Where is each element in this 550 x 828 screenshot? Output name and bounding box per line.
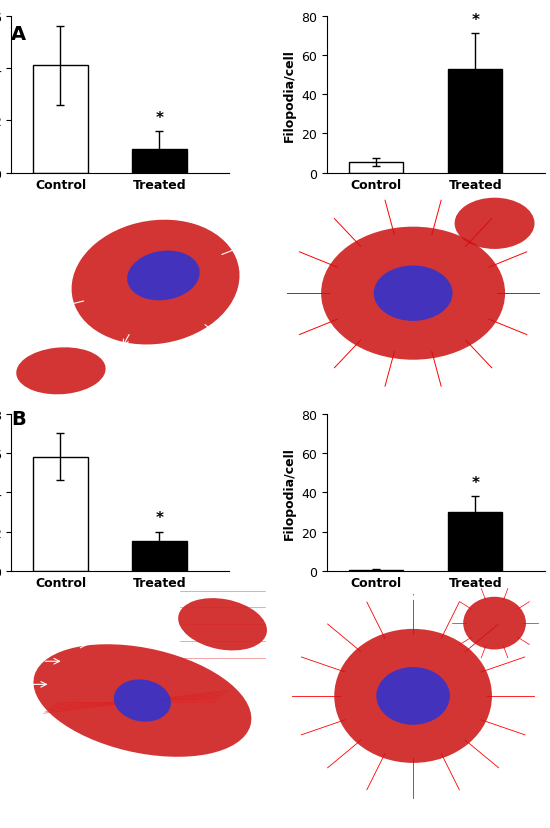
Text: Control
HCC38: Control HCC38 [19, 374, 51, 393]
Text: Control
Hs578t: Control Hs578t [19, 781, 51, 800]
Ellipse shape [376, 667, 450, 724]
Y-axis label: Filopodia/cell: Filopodia/cell [283, 49, 295, 142]
Ellipse shape [373, 266, 453, 321]
Ellipse shape [34, 644, 251, 757]
Bar [33, 66, 87, 174]
Bar [349, 162, 404, 174]
Text: *: * [156, 110, 163, 125]
Text: B: B [11, 410, 26, 429]
Text: Treated
Hs578t: Treated Hs578t [290, 781, 323, 800]
Text: A: A [11, 25, 26, 44]
Ellipse shape [127, 251, 200, 301]
Ellipse shape [72, 220, 240, 345]
Bar [33, 457, 87, 571]
Bar [448, 70, 503, 174]
Ellipse shape [114, 680, 171, 722]
Text: H: H [184, 800, 190, 806]
Bar [448, 513, 503, 571]
Text: *: * [471, 475, 479, 490]
Text: *: * [156, 511, 163, 526]
Text: *: * [471, 13, 479, 28]
Bar [132, 542, 186, 571]
Text: 5 μm: 5 μm [459, 800, 477, 806]
Text: 5 μm: 5 μm [170, 375, 188, 381]
Text: 5 μm: 5 μm [459, 375, 477, 381]
Text: Treated
HCC38: Treated HCC38 [290, 374, 323, 393]
Ellipse shape [321, 228, 505, 360]
Ellipse shape [334, 629, 492, 763]
Y-axis label: Filopodia/cell: Filopodia/cell [283, 446, 295, 539]
Bar [132, 150, 186, 174]
Bar [349, 570, 404, 571]
Text: 5 μm: 5 μm [202, 800, 219, 806]
